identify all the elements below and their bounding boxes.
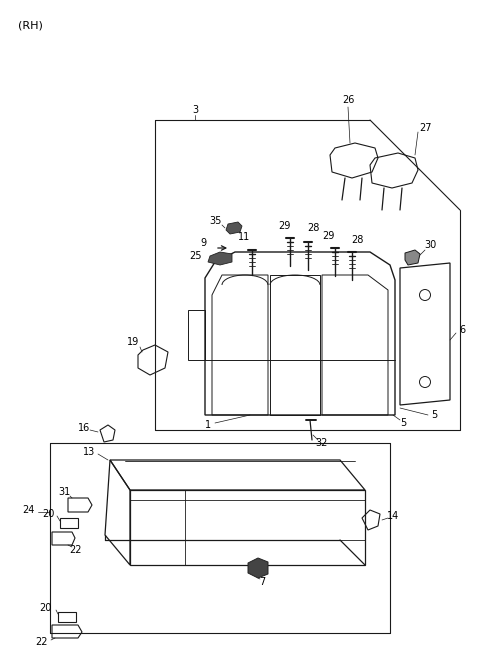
Text: 16: 16 [78,423,90,433]
Text: 20: 20 [40,603,52,613]
Polygon shape [226,222,242,234]
Text: 28: 28 [351,235,363,245]
Text: 32: 32 [316,438,328,448]
Text: 11: 11 [238,232,250,242]
Text: 13: 13 [83,447,95,457]
Text: (RH): (RH) [18,20,43,30]
Text: 24: 24 [22,505,34,515]
Text: 5: 5 [400,418,406,428]
Text: 1: 1 [205,420,211,430]
Text: 29: 29 [322,231,334,241]
Text: 31: 31 [58,487,70,497]
Text: 35: 35 [209,216,221,226]
Polygon shape [208,252,232,265]
Text: 6: 6 [459,325,465,335]
Text: 30: 30 [424,240,436,250]
Text: 26: 26 [342,95,354,105]
Text: 28: 28 [307,223,319,233]
Text: 22: 22 [70,545,82,555]
Text: 29: 29 [278,221,290,231]
Text: 9: 9 [200,238,206,248]
Polygon shape [405,250,420,265]
Text: 22: 22 [36,637,48,647]
Text: 19: 19 [127,337,139,347]
Text: 25: 25 [190,251,202,261]
Text: 7: 7 [259,577,265,587]
Text: 20: 20 [43,509,55,519]
Text: 5: 5 [431,410,437,420]
Polygon shape [248,558,268,578]
Text: 3: 3 [192,105,198,115]
Text: 14: 14 [387,511,399,521]
Text: 27: 27 [419,123,431,133]
